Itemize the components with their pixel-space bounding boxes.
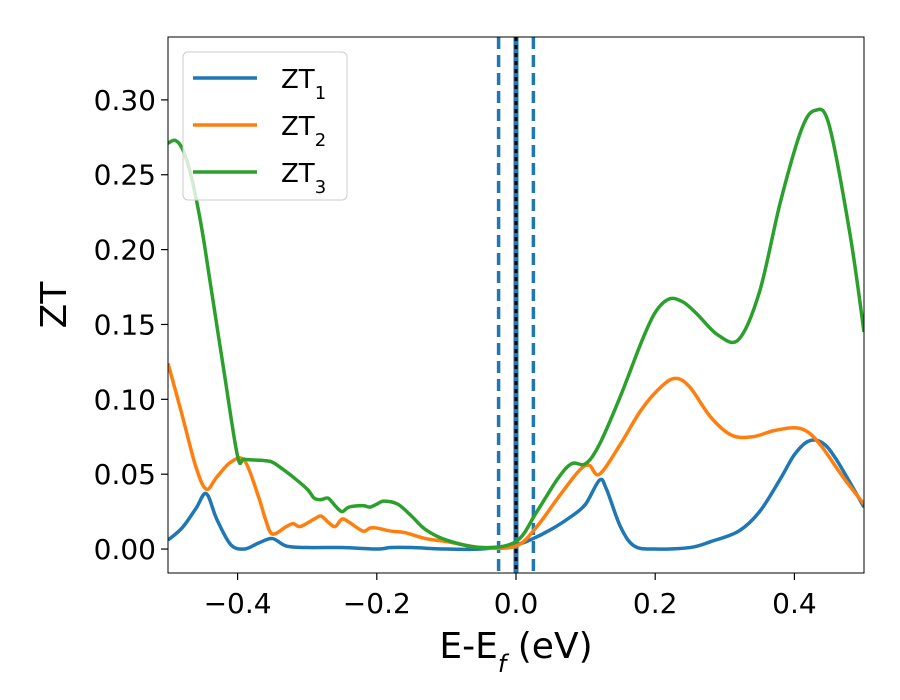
legend: ZT1 ZT2 ZT3 (182, 51, 348, 201)
x-tick-label: 0.4 (772, 587, 817, 620)
series-layer (168, 107, 864, 552)
y-axis: 0.00 0.05 0.10 0.15 0.20 0.25 0.30 (94, 84, 168, 566)
y-tick-label: 0.20 (94, 234, 156, 267)
y-axis-title: ZT (34, 281, 75, 329)
y-tick-label: 0.00 (94, 533, 156, 566)
legend-label-zt1: ZT1 (281, 65, 326, 104)
y-tick-label: 0.05 (94, 458, 156, 491)
series-line-zt3 (168, 107, 864, 550)
x-axis-title: E-Ef (eV) (439, 626, 592, 678)
series-line-zt1 (168, 438, 864, 552)
legend-label-zt3: ZT3 (281, 159, 326, 198)
y-tick-label: 0.15 (94, 308, 156, 341)
legend-label-zt2: ZT2 (281, 112, 326, 151)
y-tick-label: 0.30 (94, 84, 156, 117)
x-axis: −0.4 −0.2 0.0 0.2 0.4 (204, 573, 817, 620)
reference-lines (496, 37, 536, 573)
legend-box (182, 51, 348, 201)
series-line-zt2 (168, 362, 864, 551)
x-tick-label: 0.2 (633, 587, 678, 620)
x-tick-label: −0.2 (343, 587, 411, 620)
y-tick-label: 0.25 (94, 159, 156, 192)
x-tick-label: 0.0 (494, 587, 539, 620)
x-tick-label: −0.4 (204, 587, 272, 620)
y-tick-label: 0.10 (94, 383, 156, 416)
